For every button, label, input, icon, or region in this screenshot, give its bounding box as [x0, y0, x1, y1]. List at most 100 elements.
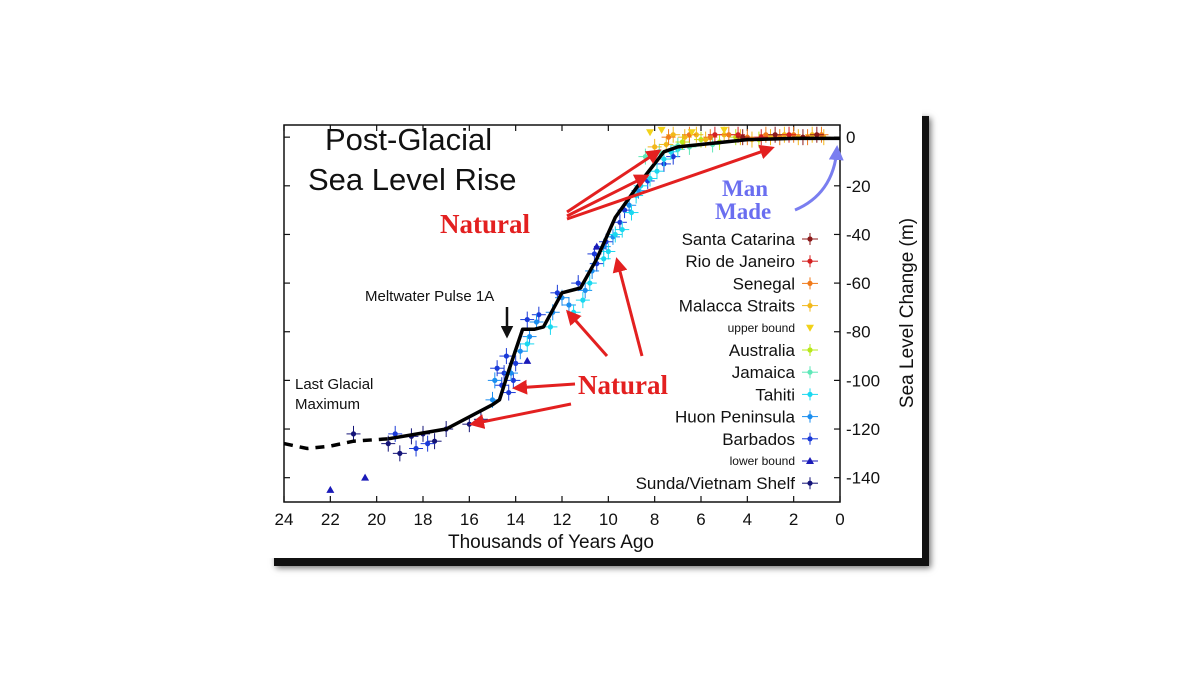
- y-axis-ticks: 0 -20 -40 -60 -80 -100 -120 -140: [284, 128, 880, 488]
- point-malacca-straits: [670, 132, 676, 138]
- legend-label-lower-bound: lower bound: [730, 454, 795, 468]
- point-tahiti: [654, 168, 660, 174]
- x-tick-label: 22: [321, 510, 340, 529]
- chart-svg: 24 22 20 18 16 14 12 10 8 6 4 2 0 0-20-40-60-80-100-…: [275, 122, 918, 553]
- point-tahiti: [647, 175, 653, 182]
- x-tick-label: 2: [789, 510, 798, 529]
- legend-label-tahiti: Tahiti: [755, 385, 795, 404]
- point-tahiti: [601, 256, 607, 262]
- annotation-man-made-line-2: Made: [715, 199, 771, 224]
- point-australia: [679, 139, 686, 145]
- point-lower-bound: [361, 473, 370, 481]
- point-huon-peninsula: [526, 334, 533, 340]
- point-barbados: [506, 389, 512, 396]
- point-senegal: [763, 132, 769, 138]
- point-barbados: [536, 312, 542, 318]
- legend-marker-santa-catarina: [807, 236, 813, 242]
- legend-label-jamaica: Jamaica: [732, 363, 796, 382]
- point-lower-bound: [326, 485, 335, 493]
- legend: Santa Catarina Rio de Janeiro Senegal Malac…: [636, 230, 818, 493]
- x-tick-label: 6: [696, 510, 705, 529]
- point-tahiti: [661, 156, 667, 162]
- point-senegal: [707, 134, 713, 140]
- y-tick-label: -40: [846, 225, 871, 244]
- point-barbados: [670, 154, 676, 160]
- point-barbados: [554, 290, 560, 296]
- point-barbados: [425, 441, 431, 447]
- x-tick-label: 4: [743, 510, 752, 529]
- point-malacca-straits: [703, 136, 709, 143]
- point-rio-de-janeiro: [712, 132, 718, 138]
- point-barbados: [494, 365, 500, 371]
- point-malacca-straits: [682, 134, 688, 140]
- legend-marker-sunda-vietnam-shelf: [807, 480, 813, 486]
- chart-slide-card: 24 22 20 18 16 14 12 10 8 6 4 2 0 0 -20 -40 -60 -80 -100-…: [267, 108, 922, 558]
- point-barbados: [575, 280, 581, 286]
- point-malacca-straits: [663, 141, 669, 148]
- annotation-last-glacial-line-1: Last Glacial: [295, 376, 373, 393]
- point-upper-bound: [687, 129, 696, 137]
- legend-marker-huon-peninsula: [807, 414, 813, 420]
- point-tahiti: [612, 231, 618, 238]
- point-tahiti: [628, 209, 635, 216]
- point-sunda-vietnam-shelf: [431, 438, 438, 444]
- y-tick-label: -60: [846, 274, 871, 293]
- annotation-natural-upper: Natural: [440, 209, 530, 239]
- point-tahiti: [605, 248, 611, 255]
- legend-marker-australia: [807, 347, 813, 353]
- point-upper-bound: [657, 126, 666, 134]
- legend-label-malacca-straits: Malacca Straits: [679, 297, 795, 316]
- x-tick-label: 20: [367, 510, 386, 529]
- point-rio-de-janeiro: [786, 132, 792, 138]
- point-tahiti: [587, 280, 593, 286]
- point-huon-peninsula: [492, 377, 498, 383]
- legend-label-rio-de-janeiro: Rio de Janeiro: [685, 252, 795, 271]
- x-axis-title: Thousands of Years Ago: [448, 532, 654, 553]
- legend-marker-senegal: [807, 280, 813, 286]
- annotation-last-glacial-line-2: Maximum: [295, 396, 360, 413]
- natural-lower-arrows: [469, 257, 644, 429]
- legend-label-barbados: Barbados: [722, 430, 795, 449]
- chart-title-line-1: Post-Glacial: [325, 122, 492, 157]
- man-made-arrow: [794, 145, 844, 212]
- y-tick-label: -120: [846, 420, 880, 439]
- x-tick-label: 24: [275, 510, 294, 529]
- y-tick-label: 0: [846, 128, 855, 147]
- natural-upper-arrows: [566, 144, 775, 221]
- legend-marker-jamaica: [807, 369, 813, 375]
- legend-label-upper-bound: upper bound: [728, 321, 795, 335]
- point-barbados: [503, 353, 509, 359]
- x-tick-label: 10: [599, 510, 618, 529]
- point-huon-peninsula: [489, 397, 496, 403]
- x-tick-label: 14: [506, 510, 525, 529]
- point-rio-de-janeiro: [735, 132, 741, 138]
- point-lower-bound: [523, 356, 532, 364]
- x-tick-label: 16: [460, 510, 479, 529]
- x-tick-label: 8: [650, 510, 659, 529]
- point-huon-peninsula: [566, 302, 572, 308]
- point-sunda-vietnam-shelf: [350, 431, 357, 437]
- legend-label-huon-peninsula: Huon Peninsula: [675, 408, 796, 427]
- point-santa-catarina: [772, 132, 778, 138]
- point-upper-bound: [720, 126, 729, 134]
- y-tick-label: -80: [846, 323, 871, 342]
- legend-marker-tahiti: [807, 391, 813, 397]
- point-huon-peninsula: [533, 319, 540, 325]
- y-tick-label: -140: [846, 469, 880, 488]
- legend-label-australia: Australia: [729, 341, 796, 360]
- legend-label-santa-catarina: Santa Catarina: [682, 230, 796, 249]
- point-huon-peninsula: [626, 202, 632, 208]
- point-sunda-vietnam-shelf: [385, 441, 391, 447]
- point-upper-bound: [646, 129, 655, 137]
- point-barbados: [524, 316, 530, 323]
- x-axis-ticks: 24 22 20 18 16 14 12 10 8 6 4 2 0: [275, 125, 845, 529]
- trend-line-dashed: [283, 437, 389, 451]
- y-tick-label: -100: [846, 371, 880, 390]
- annotation-natural-lower: Natural: [578, 370, 668, 400]
- point-senegal: [726, 132, 732, 138]
- legend-marker-rio-de-janeiro: [807, 258, 813, 264]
- legend-label-senegal: Senegal: [733, 274, 795, 293]
- point-barbados: [591, 251, 598, 257]
- point-tahiti: [580, 297, 586, 303]
- legend-marker-barbados: [807, 436, 813, 442]
